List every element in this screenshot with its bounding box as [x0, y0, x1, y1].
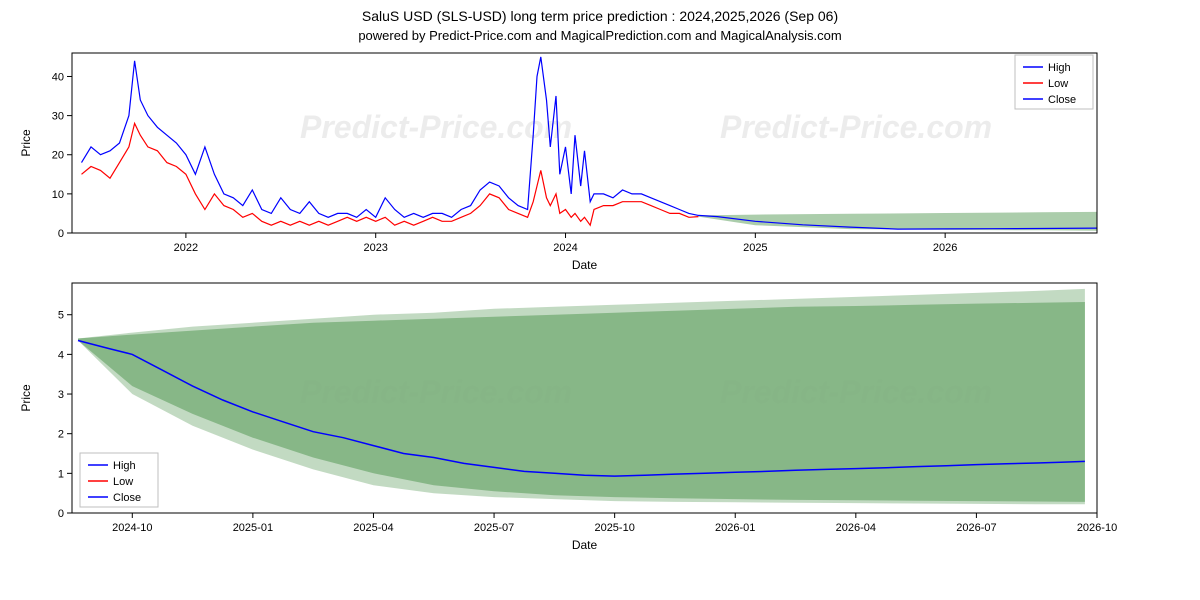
- svg-text:2025-01: 2025-01: [233, 522, 273, 534]
- svg-text:2022: 2022: [174, 242, 198, 254]
- svg-text:2024: 2024: [553, 242, 577, 254]
- svg-text:30: 30: [52, 111, 64, 123]
- svg-text:0: 0: [58, 228, 64, 240]
- svg-text:2026-04: 2026-04: [836, 522, 876, 534]
- svg-text:2026-10: 2026-10: [1077, 522, 1117, 534]
- svg-text:0: 0: [58, 508, 64, 520]
- chart-title: SaluS USD (SLS-USD) long term price pred…: [0, 0, 1200, 24]
- svg-text:Close: Close: [1048, 94, 1076, 106]
- svg-text:2025: 2025: [743, 242, 767, 254]
- svg-text:20: 20: [52, 150, 64, 162]
- svg-text:3: 3: [58, 389, 64, 401]
- svg-text:2023: 2023: [363, 242, 387, 254]
- svg-text:2025-10: 2025-10: [594, 522, 634, 534]
- top-chart: Predict-Price.com Predict-Price.com 0 10 20 3…: [0, 43, 1200, 273]
- svg-text:5: 5: [58, 310, 64, 322]
- svg-text:Date: Date: [572, 538, 598, 552]
- svg-text:2026-07: 2026-07: [956, 522, 996, 534]
- svg-text:2024-10: 2024-10: [112, 522, 152, 534]
- svg-text:2026-01: 2026-01: [715, 522, 755, 534]
- chart-container: SaluS USD (SLS-USD) long term price pred…: [0, 0, 1200, 600]
- svg-text:High: High: [113, 460, 136, 472]
- svg-text:2025-04: 2025-04: [353, 522, 393, 534]
- svg-text:Predict-Price.com: Predict-Price.com: [300, 109, 572, 145]
- svg-text:40: 40: [52, 71, 64, 83]
- svg-text:10: 10: [52, 189, 64, 201]
- bottom-chart-svg: Predict-Price.comPredict-Price.com012345…: [0, 273, 1200, 553]
- svg-text:Close: Close: [113, 492, 141, 504]
- svg-text:Price: Price: [19, 129, 33, 157]
- svg-text:1: 1: [58, 468, 64, 480]
- svg-text:2026: 2026: [933, 242, 957, 254]
- svg-text:High: High: [1048, 62, 1071, 74]
- svg-text:Date: Date: [572, 258, 598, 272]
- svg-text:2025-07: 2025-07: [474, 522, 514, 534]
- svg-text:Low: Low: [1048, 78, 1068, 90]
- svg-text:2: 2: [58, 429, 64, 441]
- svg-text:Low: Low: [113, 476, 133, 488]
- svg-text:Price: Price: [19, 384, 33, 412]
- svg-text:4: 4: [58, 349, 64, 361]
- chart-subtitle: powered by Predict-Price.com and Magical…: [0, 24, 1200, 43]
- bottom-chart: Predict-Price.comPredict-Price.com012345…: [0, 273, 1200, 553]
- top-chart-svg: Predict-Price.com Predict-Price.com 0 10 20 3…: [0, 43, 1200, 273]
- svg-text:Predict-Price.com: Predict-Price.com: [720, 109, 992, 145]
